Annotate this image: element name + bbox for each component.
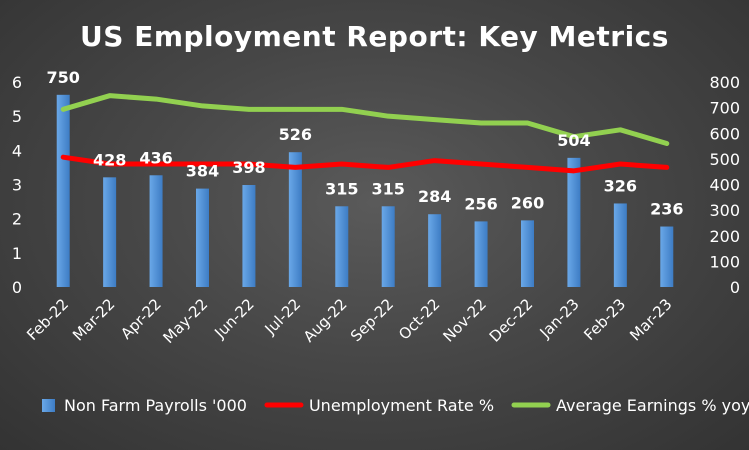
bar-Nov-22 (474, 221, 488, 287)
right-axis-tick: 600 (709, 124, 740, 143)
left-axis-tick: 0 (12, 278, 22, 297)
right-axis: 0 100 200 300 400 500 600 700 800 (709, 73, 740, 297)
data-label: 436 (139, 148, 172, 167)
bar-Jan-23 (567, 157, 581, 287)
right-axis-tick: 200 (709, 227, 740, 246)
bar-Mar-22 (103, 177, 117, 287)
left-axis-tick: 3 (12, 176, 22, 195)
legend-item: Unemployment Rate % (264, 396, 494, 415)
data-label: 398 (232, 158, 265, 177)
legend-item: Average Earnings % yoy (511, 396, 749, 415)
bar-Jun-22 (242, 185, 256, 287)
chart-title: US Employment Report: Key Metrics (80, 20, 669, 53)
bar-Feb-22 (56, 94, 70, 287)
left-axis-tick: 2 (12, 210, 22, 229)
data-label: 284 (418, 187, 451, 206)
data-label: 236 (650, 200, 683, 219)
bar-Jul-22 (288, 152, 302, 287)
legend-swatch (42, 399, 55, 412)
data-label: 315 (372, 179, 405, 198)
x-axis-tick: Mar-23 (626, 295, 675, 344)
bar-Sep-22 (381, 206, 395, 287)
legend-label: Non Farm Payrolls '000 (64, 396, 247, 415)
data-label: 384 (186, 162, 219, 181)
left-axis-tick: 5 (12, 107, 22, 126)
right-axis-tick: 700 (709, 99, 740, 118)
right-axis-tick: 0 (730, 278, 740, 297)
right-axis-tick: 100 (709, 252, 740, 271)
legend-label: Average Earnings % yoy (556, 396, 749, 415)
bar-May-22 (196, 188, 209, 287)
x-axis-tick: Feb-23 (580, 295, 629, 344)
x-axis-tick: Feb-22 (23, 295, 72, 344)
x-axis-tick: Jul-22 (261, 295, 305, 339)
legend: Non Farm Payrolls '000 Unemployment Rate … (42, 396, 749, 415)
data-label: 750 (47, 68, 80, 87)
bar-Mar-23 (660, 226, 674, 287)
legend-label: Unemployment Rate % (309, 396, 494, 415)
x-axis-tick: Mar-22 (69, 295, 118, 344)
x-axis-tick: Aug-22 (300, 295, 351, 346)
left-axis-tick: 6 (12, 73, 22, 92)
data-label: 260 (511, 193, 544, 212)
data-label: 326 (604, 176, 637, 195)
bar-Aug-22 (335, 206, 349, 287)
x-axis-tick: Sep-22 (347, 295, 397, 345)
data-label: 428 (93, 150, 126, 169)
bar-data-labels: 750 428 436 384 398 526 315 315 284 256 260 504 326 2… (47, 68, 684, 219)
data-label: 315 (325, 179, 358, 198)
right-axis-tick: 400 (709, 176, 740, 195)
left-axis-tick: 4 (12, 141, 22, 160)
x-axis-tick: May-22 (160, 295, 212, 347)
bar-Dec-22 (521, 220, 534, 287)
x-axis-tick: Jun-22 (210, 295, 257, 342)
x-axis-tick: Jan-23 (536, 295, 583, 342)
bar-series (56, 94, 674, 287)
data-label: 526 (279, 125, 312, 144)
average-earnings-yoy-line (60, 93, 670, 146)
bar-Apr-22 (149, 175, 163, 287)
bar-Oct-22 (428, 214, 442, 287)
legend-item: Non Farm Payrolls '000 (42, 396, 247, 415)
left-axis: 0 1 2 3 4 5 6 (12, 73, 22, 297)
right-axis-tick: 800 (709, 73, 740, 92)
x-axis-tick: Oct-22 (395, 295, 443, 343)
data-label: 256 (464, 194, 497, 213)
right-axis-tick: 500 (709, 150, 740, 169)
data-label: 504 (557, 131, 590, 150)
right-axis-tick: 300 (709, 201, 740, 220)
left-axis-tick: 1 (12, 244, 22, 263)
x-axis-tick: Apr-22 (117, 295, 165, 343)
unemployment-rate-line (60, 154, 670, 174)
x-axis-tick: Dec-22 (486, 295, 537, 346)
bar-Feb-23 (613, 203, 627, 287)
line-series (60, 93, 670, 174)
x-axis-tick: Nov-22 (439, 295, 489, 345)
